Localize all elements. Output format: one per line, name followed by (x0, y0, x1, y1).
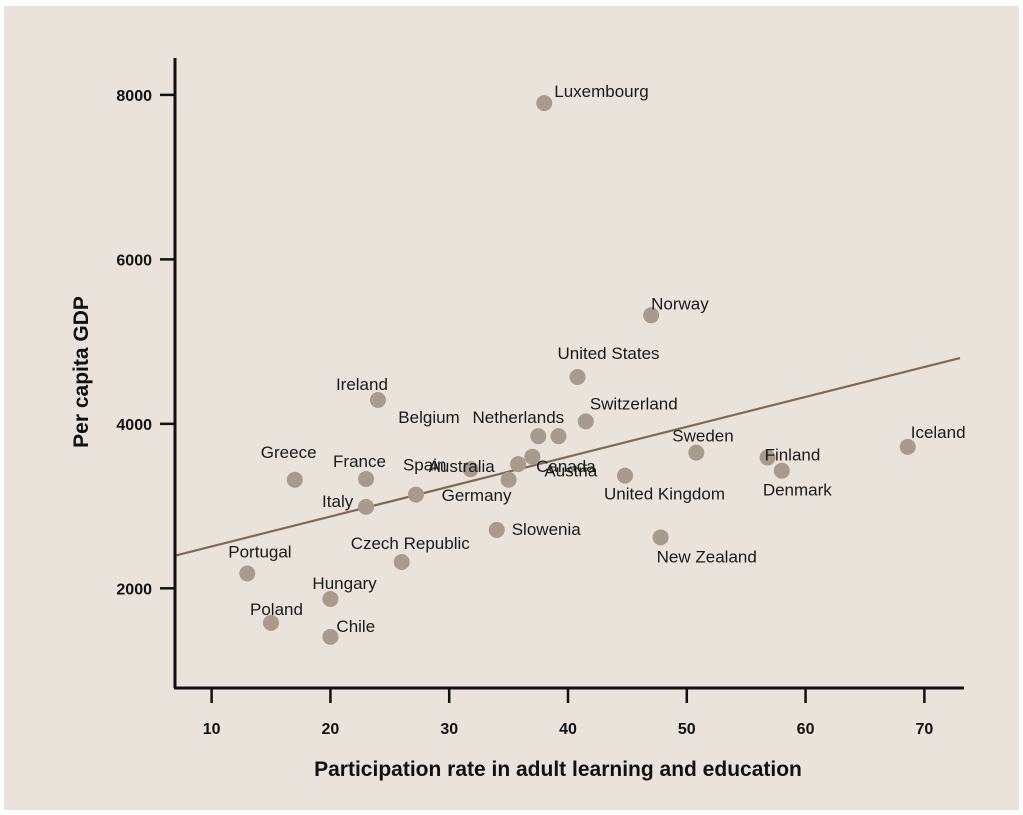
chart-panel (4, 6, 1019, 810)
x-tick-label: 70 (915, 721, 933, 738)
point-label: Slowenia (512, 520, 582, 539)
data-point (688, 444, 705, 461)
point-label: Belgium (398, 408, 459, 427)
point-label: Czech Republic (351, 534, 471, 553)
data-point (652, 529, 669, 546)
point-label: Ireland (336, 375, 388, 394)
y-tick-label: 8000 (116, 88, 152, 105)
data-point (759, 449, 776, 466)
data-point (393, 554, 410, 570)
data-point (500, 471, 517, 488)
point-label: Poland (250, 600, 303, 619)
point-label: Austria (544, 462, 597, 481)
x-tick-label: 20 (322, 721, 340, 738)
point-label: United States (558, 344, 660, 363)
data-point (322, 591, 339, 608)
x-axis-title: Participation rate in adult learning and… (314, 758, 802, 781)
point-label: Greece (261, 443, 317, 462)
point-label: Norway (651, 294, 709, 313)
data-point (322, 628, 339, 645)
point-label: Portugal (228, 543, 291, 562)
x-tick-label: 30 (440, 721, 458, 738)
data-point (524, 448, 541, 465)
x-tick-label: 40 (559, 721, 577, 738)
data-point (510, 456, 527, 473)
point-label: Iceland (911, 423, 966, 442)
data-point (536, 95, 553, 112)
point-label: Canada (536, 457, 596, 476)
data-point (407, 486, 424, 503)
point-label: Denmark (763, 481, 832, 500)
data-point (643, 307, 660, 324)
data-point (239, 565, 256, 582)
point-label: New Zealand (657, 547, 757, 566)
data-point (530, 428, 547, 445)
point-label: Netherlands (472, 408, 564, 427)
x-tick-label: 60 (797, 721, 815, 738)
point-label: France (333, 452, 386, 471)
data-point (550, 428, 567, 445)
point-label: Australia (429, 457, 496, 476)
point-label: Finland (765, 446, 821, 465)
point-label: Italy (322, 492, 354, 511)
data-point (358, 470, 375, 487)
data-point (263, 614, 280, 631)
data-point (369, 391, 386, 408)
data-point (569, 368, 586, 385)
data-point (358, 498, 375, 515)
data-point (617, 467, 634, 484)
point-label: Switzerland (590, 394, 678, 413)
trend-line (175, 356, 961, 557)
data-point (577, 413, 594, 430)
y-tick-label: 6000 (116, 252, 152, 269)
data-point (286, 471, 303, 488)
x-tick-label: 50 (678, 721, 696, 738)
point-label: Germany (442, 486, 512, 505)
data-point (773, 462, 790, 479)
y-tick-label: 4000 (116, 417, 152, 434)
point-label: Luxembourg (554, 82, 649, 101)
point-label: Spain (403, 456, 446, 475)
point-label: Hungary (312, 574, 377, 593)
point-label: Sweden (672, 427, 733, 446)
data-point (488, 521, 505, 538)
point-label: United Kingdom (604, 485, 725, 504)
y-axis-title: Per capita GDP (70, 296, 93, 448)
point-label: Chile (336, 617, 375, 636)
data-point (899, 438, 916, 455)
x-tick-label: 10 (203, 721, 221, 738)
y-tick-label: 2000 (116, 581, 152, 598)
data-point (462, 461, 479, 478)
